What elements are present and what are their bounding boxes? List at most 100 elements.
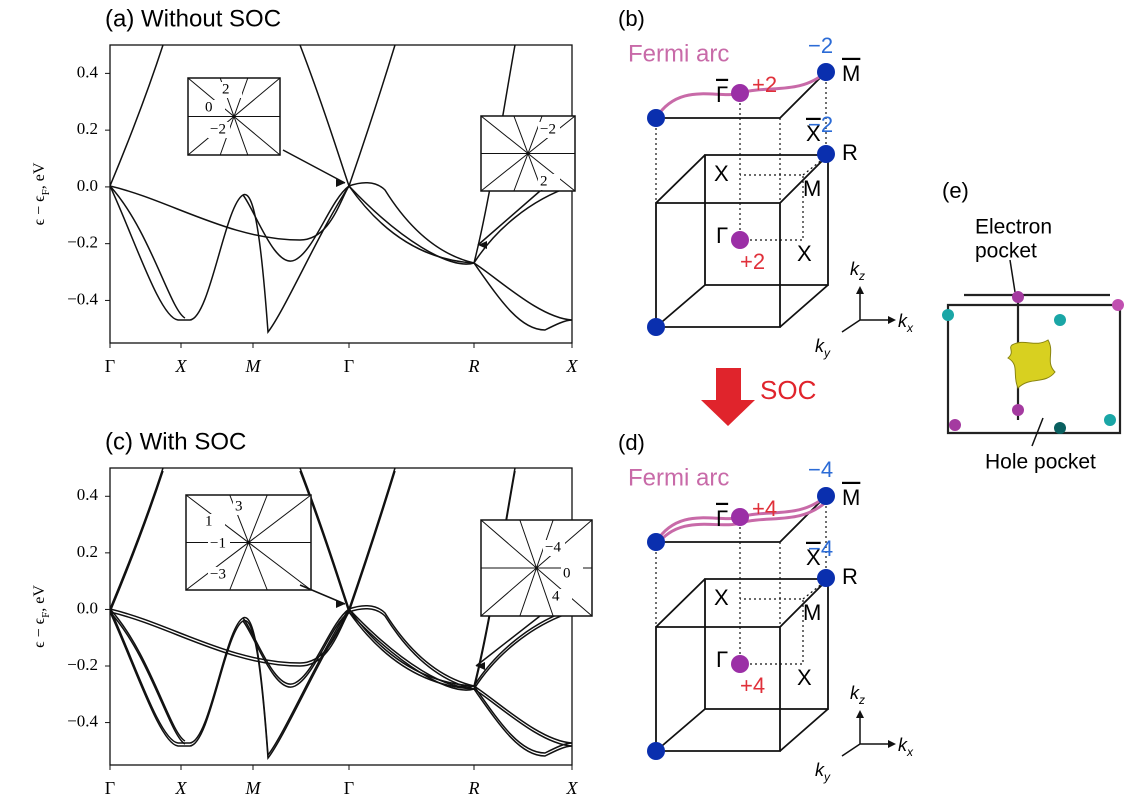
pocket	[942, 309, 954, 321]
weyl-point	[817, 487, 835, 505]
band-line	[110, 186, 185, 318]
pocket-label: Electron	[975, 216, 1052, 239]
inset-label: 1	[205, 513, 213, 529]
inset-label: 4	[552, 588, 560, 604]
y-tick-label: 0.4	[77, 62, 99, 81]
point-label: X	[806, 545, 821, 570]
point-label: Γ	[716, 82, 728, 107]
bz-diagram: (b)Fermi arc−2−2+2+2MΓXRXMΓXkzkxky	[618, 6, 914, 360]
weyl-point	[647, 318, 665, 336]
pocket	[1054, 314, 1066, 326]
point-label: M	[803, 600, 821, 625]
weyl-point	[647, 742, 665, 760]
x-tick-label: R	[468, 356, 480, 376]
pocket-label: Hole pocket	[985, 451, 1096, 474]
pocket	[949, 419, 961, 431]
arc-label: Fermi arc	[628, 464, 729, 491]
x-tick-label: X	[566, 356, 579, 376]
inset-label: −3	[210, 566, 226, 582]
weyl-point	[731, 84, 749, 102]
charge: +4	[752, 496, 777, 521]
k-axes	[842, 292, 890, 332]
pocket	[1054, 422, 1066, 434]
y-tick-label: −0.4	[67, 711, 98, 730]
pocket	[1012, 404, 1024, 416]
axis-label: kx	[898, 735, 914, 759]
charge: +2	[752, 72, 777, 97]
y-tick-label: −0.4	[67, 289, 98, 308]
y-axis-label: ϵ − ϵF, eV	[31, 585, 52, 648]
point-label: M	[842, 485, 860, 510]
point-label: X	[714, 585, 729, 610]
point-label: X	[806, 121, 821, 146]
y-axis-label: ϵ − ϵF, eV	[31, 162, 52, 225]
x-tick-label: Γ	[105, 356, 115, 376]
weyl-point	[817, 145, 835, 163]
inset-label: −1	[210, 535, 226, 551]
axis-label: kz	[850, 683, 865, 707]
weyl-point	[731, 508, 749, 526]
weyl-point	[647, 109, 665, 127]
x-tick-label: X	[566, 778, 579, 798]
point-label: M	[803, 176, 821, 201]
y-label-part: , eV	[31, 162, 48, 189]
point-label: X	[797, 241, 812, 266]
point-label: X	[714, 161, 729, 186]
y-tick-label: 0.4	[77, 485, 99, 504]
inset-label: −2	[210, 121, 226, 137]
soc-label: SOC	[760, 375, 816, 405]
inset-label: 0	[205, 99, 213, 115]
x-tick-label: Γ	[105, 778, 115, 798]
axis-label: ky	[815, 760, 831, 784]
point-label: Γ	[716, 223, 728, 248]
inset-pointer	[476, 616, 540, 666]
weyl-point	[817, 569, 835, 587]
pocket	[1012, 291, 1024, 303]
point-label: Γ	[716, 647, 728, 672]
inset-label: 0	[563, 565, 571, 581]
pocket	[1112, 299, 1124, 311]
inset-label: −2	[540, 121, 556, 137]
panel-label: (e)	[942, 178, 969, 203]
band-line	[243, 612, 349, 687]
y-label-part: ϵ − ϵ	[31, 617, 48, 648]
panel-label: (d)	[618, 430, 645, 455]
inset-label: −4	[545, 539, 561, 555]
inset-label: 2	[540, 173, 548, 189]
axis-sub: x	[906, 745, 914, 759]
x-tick-label: M	[245, 778, 262, 798]
soc-arrow	[701, 368, 755, 426]
k-axes	[842, 716, 890, 756]
weyl-point	[817, 63, 835, 81]
band-line	[300, 45, 395, 186]
x-tick-label: R	[468, 778, 480, 798]
charge: −2	[808, 33, 833, 58]
band-line	[110, 609, 349, 755]
charge: −4	[808, 457, 833, 482]
pocket-label: pocket	[975, 240, 1037, 263]
k-heads	[856, 710, 896, 748]
inset-label: 3	[235, 498, 243, 514]
y-tick-label: 0.0	[77, 176, 98, 195]
charge: +4	[740, 673, 765, 698]
point-label: X	[797, 665, 812, 690]
figure: (a) Without SOC0.40.20.0−0.2−0.4ϵ − ϵF, …	[0, 0, 1143, 807]
x-tick-label: M	[245, 356, 262, 376]
panel-label: (b)	[618, 6, 645, 31]
point-label: R	[842, 564, 858, 589]
x-tick-label: Γ	[344, 778, 354, 798]
band-line	[243, 609, 349, 684]
band-line	[110, 612, 349, 758]
band-line	[243, 186, 349, 261]
axis-label: ky	[815, 336, 831, 360]
y-tick-label: −0.2	[67, 233, 98, 252]
x-tick-label: X	[175, 778, 188, 798]
y-tick-label: 0.0	[77, 598, 98, 617]
band-line	[300, 468, 395, 609]
band-line	[474, 689, 572, 746]
pocket	[1104, 414, 1116, 426]
band-line	[474, 686, 572, 743]
point-label: R	[842, 140, 858, 165]
y-label-part: ϵ − ϵ	[31, 195, 48, 226]
